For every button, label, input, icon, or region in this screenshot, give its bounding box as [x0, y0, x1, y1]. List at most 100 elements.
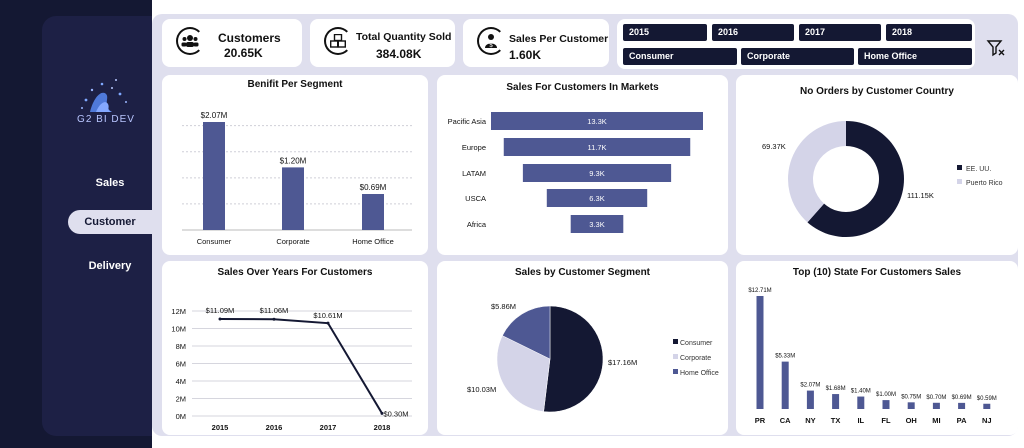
country-chart: 111.15K 69.37K EE. UU. Puerto Rico — [762, 121, 1003, 237]
data-label: $0.30M — [383, 409, 408, 418]
segment-card: Sales by Customer Segment $17.16M $10.03M… — [437, 261, 728, 435]
category-label: OH — [906, 416, 917, 425]
data-label: $1.40M — [851, 389, 871, 395]
x-tick-label: 2017 — [320, 423, 337, 432]
kpi-card-sales-per-customer: $ Sales Per Customer 1.60K — [463, 19, 609, 67]
data-label: $0.59M — [977, 396, 997, 402]
y-tick-label: 4M — [176, 377, 186, 386]
legend-swatch — [673, 354, 678, 359]
segment-slicer-corporate[interactable]: Corporate — [741, 48, 854, 65]
category-label: TX — [831, 416, 841, 425]
nav-item-customer[interactable]: Customer — [68, 210, 152, 234]
kpi-value: 20.65K — [224, 46, 263, 60]
segment-slicer-consumer[interactable]: Consumer — [623, 48, 737, 65]
brand-logo — [81, 79, 127, 112]
data-label: $5.86M — [491, 302, 516, 311]
chart-title: Top (10) State For Customers Sales — [792, 267, 962, 278]
funnel-bar — [546, 189, 648, 207]
category-label: Home Office — [352, 237, 394, 246]
bar — [958, 402, 966, 409]
boxes-icon — [324, 27, 352, 55]
category-label: NJ — [982, 416, 992, 425]
data-label: $2.07M — [800, 383, 820, 389]
bar — [781, 361, 789, 409]
kpi-card-customers: Customers 20.65K — [162, 19, 302, 67]
category-label: NY — [805, 416, 815, 425]
segment-slicer-home-office[interactable]: Home Office — [858, 48, 972, 65]
data-label: 69.37K — [762, 142, 786, 151]
legend-label: Corporate — [680, 355, 711, 362]
data-label: $12.71M — [748, 288, 771, 294]
legend-swatch — [673, 339, 678, 344]
data-label: $1.20M — [280, 156, 307, 165]
data-label: $0.69M — [360, 183, 387, 192]
category-label: Africa — [467, 220, 487, 229]
data-label: $0.69M — [952, 395, 972, 401]
year-slicer-2016[interactable]: 2016 — [712, 24, 794, 41]
category-label: IL — [857, 416, 864, 425]
year-slicer-2018[interactable]: 2018 — [886, 24, 972, 41]
category-label: Europe — [462, 143, 486, 152]
category-label: LATAM — [462, 169, 486, 178]
funnel-bar — [570, 215, 624, 233]
data-label: 3.3K — [589, 220, 604, 229]
nav-item-sales[interactable]: Sales — [95, 177, 125, 189]
year-slicer-2017[interactable]: 2017 — [799, 24, 881, 41]
brand-logo-text: G2 BI DEV — [77, 114, 135, 125]
states-chart: $12.71M PR $5.33M CA $2.07M NY $1.68M TX $1.40M I… — [748, 288, 997, 425]
data-label: 111.15K — [907, 191, 934, 200]
data-label: 13.3K — [587, 117, 607, 126]
legend-swatch — [957, 165, 962, 170]
kpi-title: Customers — [218, 31, 281, 45]
years-chart: 0M 2M 4M 6M 8M 10M 12M $11.09M 2015 $11.06M 2016 $1… — [171, 306, 412, 432]
category-label: USCA — [465, 194, 486, 203]
data-label: $11.09M — [206, 306, 235, 315]
segment-chart: $17.16M $10.03M $5.86M Consumer Corporate Hom… — [467, 302, 719, 413]
years-card: Sales Over Years For Customers 0M 2M 4M 6M 8… — [162, 261, 428, 435]
data-label: $10.03M — [467, 385, 496, 394]
y-tick-label: 12M — [171, 307, 186, 316]
country-card: No Orders by Customer Country 111.15K 69.… — [736, 75, 1018, 255]
y-tick-label: 8M — [176, 342, 186, 351]
data-label: $2.07M — [201, 111, 228, 120]
data-label: $11.06M — [260, 306, 289, 315]
y-tick-label: 6M — [176, 360, 186, 369]
data-label: $0.75M — [901, 394, 921, 400]
data-label: $1.68M — [826, 386, 846, 392]
year-slicer-2015[interactable]: 2015 — [623, 24, 707, 41]
bar — [362, 194, 384, 230]
data-label: 9.3K — [589, 169, 604, 178]
pie-slice — [496, 335, 551, 412]
markets-card: Sales For Customers In Markets 13.3K Paci… — [437, 75, 728, 255]
y-tick-label: 10M — [171, 325, 186, 334]
markets-chart: 13.3K Pacific Asia 11.7K Europe 9.3K LATAM 6.3… — [448, 112, 703, 233]
data-label: 11.7K — [587, 143, 606, 152]
funnel-bar — [522, 164, 672, 182]
y-tick-label: 2M — [176, 395, 186, 404]
legend-swatch — [673, 369, 678, 374]
kpi-card-quantity: Total Quantity Sold 384.08K — [310, 19, 455, 67]
users-icon — [176, 27, 204, 55]
chart-title: No Orders by Customer Country — [800, 86, 954, 97]
data-label: 6.3K — [589, 194, 604, 203]
bar — [882, 400, 890, 409]
chart-title: Sales Over Years For Customers — [217, 267, 373, 278]
states-card: Top (10) State For Customers Sales $12.7… — [736, 261, 1018, 435]
sales-line — [219, 317, 383, 414]
filter-clear-icon[interactable] — [986, 38, 1006, 58]
bar — [203, 122, 225, 230]
line-point — [326, 321, 330, 325]
bar — [756, 296, 764, 409]
legend-label: EE. UU. — [966, 166, 991, 173]
nav-item-delivery[interactable]: Delivery — [88, 260, 132, 272]
legend-label: Consumer — [680, 340, 713, 347]
chart-title: Benifit Per Segment — [247, 79, 343, 90]
benefit-card: Benifit Per Segment $2.07M Consumer $1.20M… — [162, 75, 428, 255]
kpi-value: 1.60K — [509, 48, 542, 62]
donut-slice — [788, 121, 846, 223]
category-label: MI — [932, 416, 940, 425]
data-label: $1.00M — [876, 392, 896, 398]
svg-text:$: $ — [489, 43, 493, 49]
bar — [832, 394, 840, 409]
category-label: Consumer — [197, 237, 232, 246]
